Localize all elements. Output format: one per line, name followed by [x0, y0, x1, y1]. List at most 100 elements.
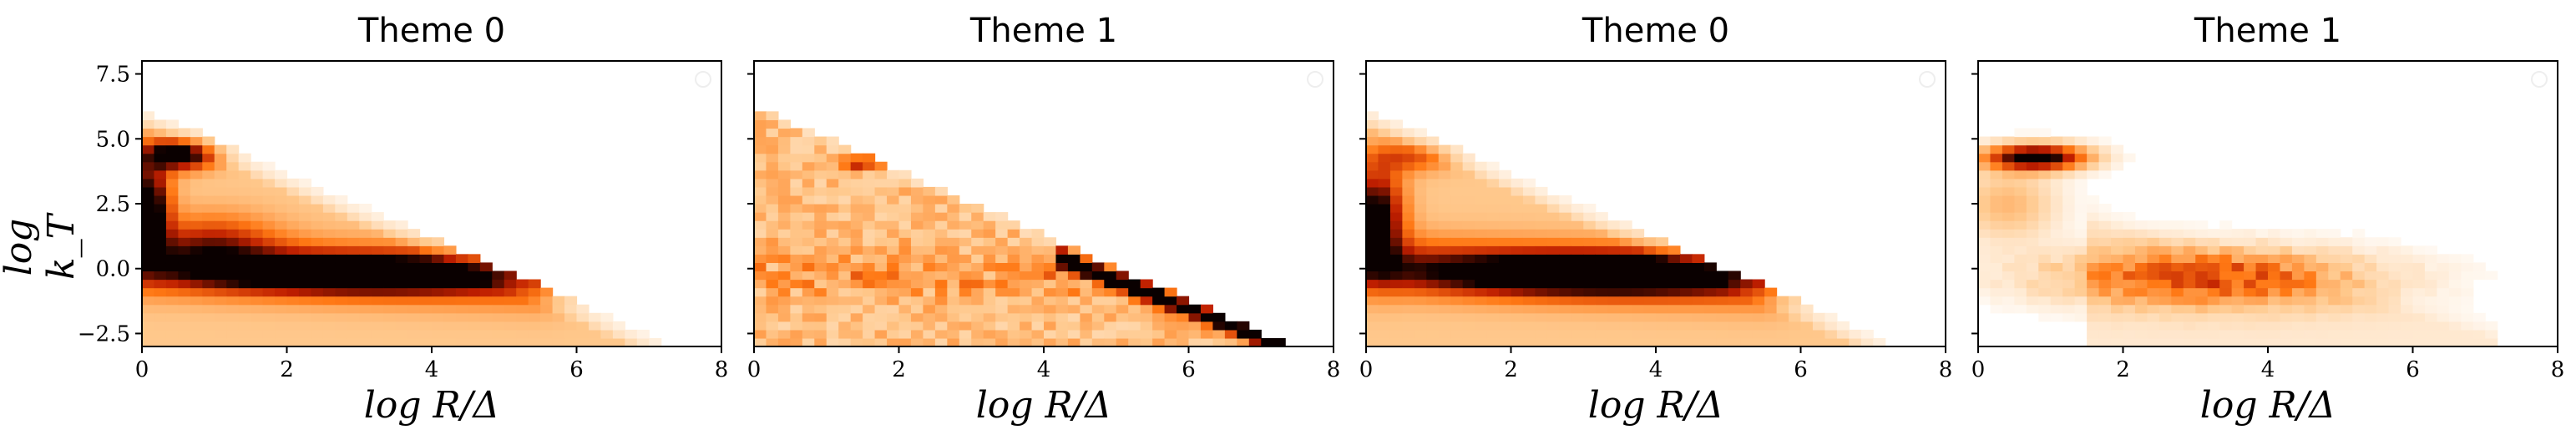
heat-cell — [2026, 220, 2039, 230]
heat-cell — [1546, 237, 1560, 246]
heat-cell — [1055, 254, 1069, 264]
heat-cell — [347, 304, 360, 314]
heat-cell — [1438, 186, 1451, 196]
legend-marker — [1919, 71, 1936, 88]
heat-cell — [154, 237, 167, 246]
heat-cell — [2268, 279, 2281, 289]
heat-cell — [214, 262, 227, 272]
heat-cell — [2315, 304, 2329, 314]
heat-cell — [766, 254, 779, 264]
heat-cell — [814, 178, 827, 188]
heat-cell — [286, 296, 300, 306]
heat-cell — [802, 296, 815, 306]
heat-cell — [887, 262, 900, 272]
heat-cell — [190, 329, 203, 339]
heat-cell — [1789, 321, 1802, 331]
x-tick-label: 4 — [425, 357, 439, 382]
heat-cell — [2014, 128, 2027, 138]
heat-cell — [766, 128, 779, 138]
heat-cell — [1499, 195, 1512, 205]
heat-cell — [2183, 279, 2196, 289]
heat-cell — [910, 279, 924, 289]
heat-cell — [777, 329, 791, 339]
heat-cell — [322, 279, 336, 289]
heat-cell — [347, 287, 360, 297]
heat-cell — [1438, 144, 1451, 154]
heat-cell — [1583, 329, 1597, 339]
heat-cell — [983, 337, 996, 347]
heat-cell — [383, 321, 397, 331]
heat-cell — [2315, 312, 2329, 322]
heat-cell — [492, 271, 505, 281]
heat-cell — [2074, 212, 2088, 221]
heat-cell — [1607, 220, 1621, 230]
heat-cell — [2437, 337, 2450, 347]
heat-cell — [1366, 237, 1379, 246]
heat-cell — [1200, 321, 1214, 331]
heat-cell — [335, 220, 348, 230]
heat-cell — [238, 204, 251, 213]
heat-cell — [1692, 262, 1705, 272]
heat-cell — [959, 321, 972, 331]
heat-cell — [2087, 204, 2100, 213]
heat-cell — [838, 245, 852, 255]
heat-cell — [1740, 296, 1754, 306]
heat-cell — [1475, 262, 1488, 272]
heat-cell — [1450, 271, 1464, 281]
heat-cell — [995, 279, 1009, 289]
heat-cell — [286, 245, 300, 255]
heat-cell — [1824, 329, 1838, 339]
heat-cell — [275, 329, 288, 339]
heat-cell — [2014, 287, 2027, 297]
heat-cell — [2111, 262, 2124, 272]
heat-cell — [2401, 262, 2414, 272]
heat-cell — [1462, 304, 1475, 314]
heat-cell — [262, 287, 276, 297]
heat-cell — [1020, 271, 1033, 281]
heat-cell — [1728, 271, 1741, 281]
heat-cell — [395, 337, 408, 347]
heat-cell — [1632, 321, 1645, 331]
heat-cell — [1546, 337, 1560, 347]
heat-cell — [1668, 279, 1681, 289]
heat-cell — [2134, 337, 2148, 347]
heat-cell — [1462, 212, 1475, 221]
heat-cell — [1571, 254, 1584, 264]
heat-cell — [1475, 169, 1488, 180]
heat-cell — [826, 169, 839, 180]
heat-cell — [2087, 220, 2100, 230]
heat-cell — [2328, 329, 2341, 339]
heat-cell — [898, 287, 912, 297]
heat-cell — [1668, 254, 1681, 264]
heat-cell — [1511, 204, 1524, 213]
heat-cell — [1643, 337, 1657, 347]
heat-cell — [202, 304, 215, 314]
heat-cell — [2280, 271, 2293, 281]
heat-cell — [214, 271, 227, 281]
heat-cell — [754, 195, 767, 205]
heat-cell — [275, 237, 288, 246]
heat-cell — [1152, 329, 1166, 339]
heat-cell — [190, 169, 203, 180]
heat-cell — [1619, 329, 1632, 339]
heat-cell — [777, 254, 791, 264]
heat-cell — [2002, 136, 2015, 146]
heat-cell — [347, 237, 360, 246]
heat-cell — [359, 321, 372, 331]
heat-cell — [202, 161, 215, 171]
heat-cell — [2171, 245, 2184, 255]
heat-cell — [1414, 161, 1427, 171]
heat-cell — [2207, 296, 2220, 306]
heat-cell — [407, 262, 421, 272]
heat-cell — [1366, 186, 1379, 196]
heat-cell — [1583, 262, 1597, 272]
heat-cell — [516, 337, 529, 347]
heat-cell — [802, 220, 815, 230]
heat-cell — [2050, 169, 2063, 180]
heat-cell — [2002, 220, 2015, 230]
heat-cell — [2448, 329, 2462, 339]
heat-cell — [1607, 245, 1621, 255]
heat-cell — [1426, 304, 1440, 314]
heat-cell — [1535, 220, 1548, 230]
heat-cell — [479, 321, 493, 331]
